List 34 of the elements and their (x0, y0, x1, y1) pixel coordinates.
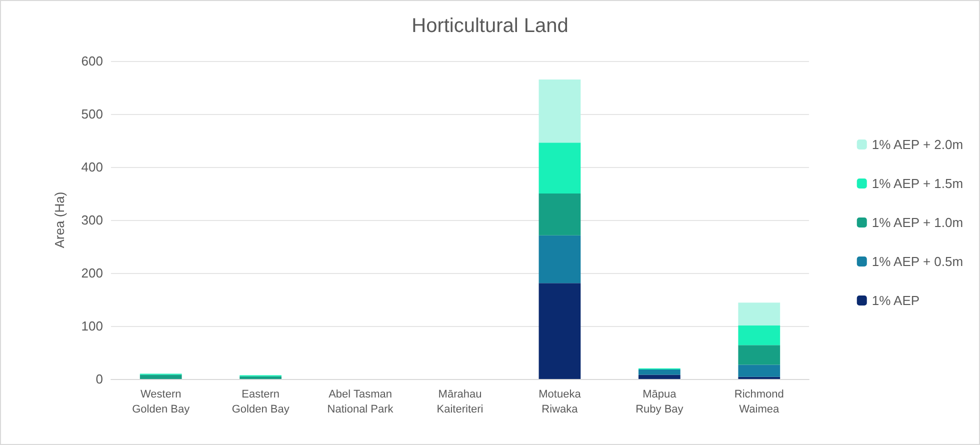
x-tick-label: Eastern Golden Bay (232, 388, 290, 416)
x-tick-label: Motueka Riwaka (538, 388, 582, 416)
y-axis-title: Area (Ha) (52, 192, 67, 248)
bar (738, 325, 780, 346)
x-tick-label: Western Golden Bay (132, 388, 190, 416)
y-tick-label: 400 (81, 160, 103, 174)
x-tick-label: Richmond Waimea (734, 388, 784, 416)
chart-title: Horticultural Land (412, 15, 568, 37)
bar (538, 194, 581, 236)
y-tick-label: 300 (81, 212, 103, 228)
bar (638, 374, 680, 379)
bar (538, 142, 581, 194)
y-tick-label: 200 (81, 266, 103, 280)
y-tick-label: 0 (96, 372, 103, 386)
bar (538, 235, 581, 284)
x-tick-label: Mārahau Kaiteriteri (436, 388, 484, 416)
bar (538, 283, 581, 379)
legend-label: 1% AEP + 0.5m (872, 254, 964, 269)
y-tick-label: 600 (81, 54, 103, 68)
bar (140, 374, 182, 379)
bar (738, 302, 780, 326)
bar (638, 369, 680, 375)
legend-label: 1% AEP + 1.0m (872, 215, 964, 230)
x-tick-label: Māpua Ruby Bay (636, 388, 684, 416)
bar (738, 345, 780, 365)
y-tick-label: 100 (81, 318, 103, 334)
bar (538, 80, 581, 143)
legend-label: 1% AEP + 1.5m (872, 176, 964, 191)
x-tick-label: Abel Tasman National Park (327, 388, 394, 416)
legend-label: 1% AEP (872, 293, 920, 308)
y-tick-label: 500 (81, 106, 103, 122)
bar (738, 364, 780, 377)
bar (240, 376, 282, 379)
legend-label: 1% AEP + 2.0m (872, 137, 964, 152)
